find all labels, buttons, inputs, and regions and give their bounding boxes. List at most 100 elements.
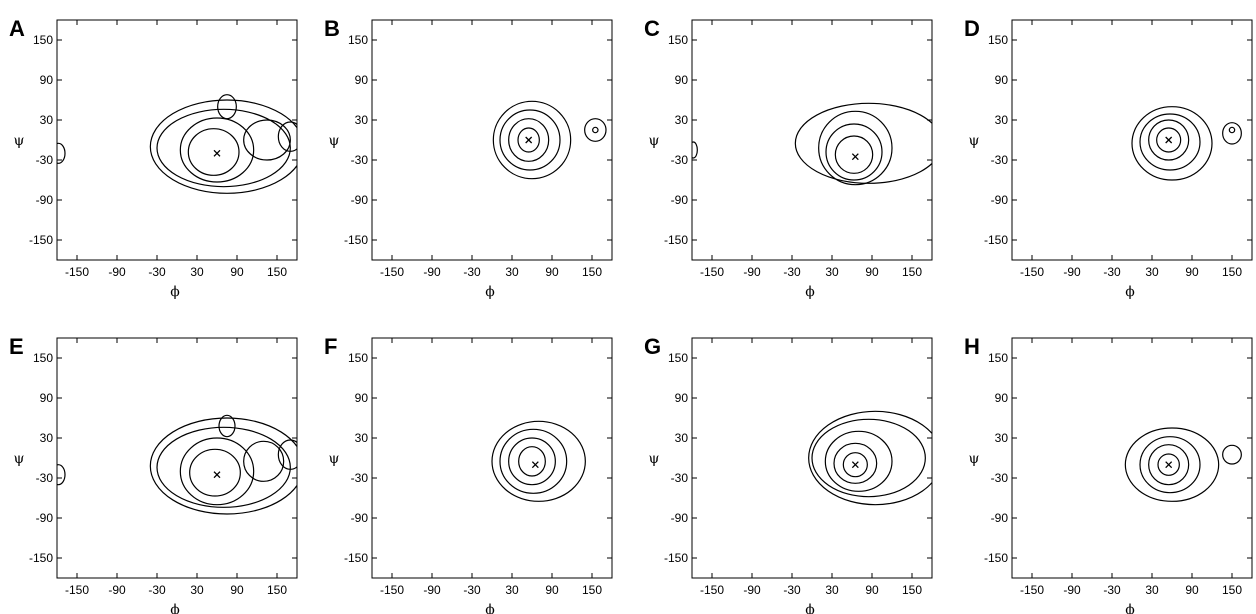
minimum-marker — [213, 471, 221, 479]
minimum-marker — [851, 461, 859, 469]
y-tick-label: 90 — [355, 391, 369, 405]
y-tick-label: 90 — [995, 391, 1009, 405]
y-tick-label: -30 — [351, 153, 369, 167]
plot-frame — [691, 337, 933, 579]
x-tick-label: 90 — [545, 583, 559, 597]
x-tick-label: 150 — [1222, 265, 1242, 279]
y-tick-label: 30 — [995, 113, 1009, 127]
y-tick-label: 90 — [355, 73, 369, 87]
panel-letter: B — [324, 16, 340, 41]
contour-line — [1156, 127, 1182, 153]
plot-frame — [691, 19, 933, 261]
x-tick-label: 30 — [190, 265, 204, 279]
x-axis-label: ϕ — [485, 284, 495, 300]
x-tick-label: -90 — [108, 583, 126, 597]
contour-line — [1131, 106, 1213, 181]
y-tick-label: 90 — [675, 73, 689, 87]
panel-d: D -150 -90 -30 30 90 150 150 90 30 -30 -90 -150 ϕ ψ — [964, 16, 1253, 300]
contour-line — [1139, 113, 1201, 171]
x-tick-label: 30 — [505, 583, 519, 597]
y-axis-label: ψ — [14, 133, 25, 149]
x-tick-label: 150 — [1222, 583, 1242, 597]
minimum-marker — [213, 149, 221, 157]
contour-group — [57, 94, 297, 194]
x-tick-label: -90 — [423, 583, 441, 597]
y-tick-label: 150 — [348, 33, 368, 47]
contour-group — [492, 100, 607, 180]
x-tick-label: 90 — [865, 583, 879, 597]
panel-letter: A — [9, 16, 25, 41]
x-axis-label: ϕ — [485, 602, 495, 614]
contour-group — [57, 414, 297, 515]
x-tick-label: 30 — [1145, 265, 1159, 279]
contour-group — [692, 102, 932, 186]
x-tick-label: -30 — [1103, 583, 1121, 597]
y-tick-label: 30 — [675, 431, 689, 445]
x-tick-label: -30 — [783, 265, 801, 279]
y-axis-label: ψ — [969, 451, 980, 467]
panel-letter: G — [644, 334, 661, 359]
x-tick-label: -30 — [463, 265, 481, 279]
contour-group — [491, 420, 586, 502]
y-tick-label: 150 — [668, 351, 688, 365]
y-tick-label: 30 — [355, 431, 369, 445]
x-tick-label: 30 — [825, 265, 839, 279]
contour-line — [189, 448, 241, 497]
x-tick-label: 150 — [582, 583, 602, 597]
contour-line — [1228, 126, 1236, 134]
y-axis-label: ψ — [329, 133, 340, 149]
y-tick-label: 30 — [995, 431, 1009, 445]
y-tick-label: -90 — [671, 193, 689, 207]
contour-line — [156, 426, 291, 508]
contour-line — [243, 119, 291, 161]
contour-line — [277, 439, 297, 470]
y-tick-label: -90 — [351, 193, 369, 207]
contour-line — [592, 126, 599, 134]
y-tick-label: 150 — [668, 33, 688, 47]
x-axis-label: ϕ — [1125, 284, 1135, 300]
x-axis-label: ϕ — [1125, 602, 1135, 614]
y-tick-label: -30 — [36, 471, 54, 485]
x-tick-label: -30 — [1103, 265, 1121, 279]
contour-line — [825, 123, 883, 181]
contour-line — [1124, 427, 1220, 502]
x-tick-label: 90 — [1185, 583, 1199, 597]
y-tick-label: -30 — [351, 471, 369, 485]
y-axis-label: ψ — [649, 451, 660, 467]
panel-e: E -150 -90 -30 30 90 150 150 90 30 -30 -90 -150 ϕ ψ — [9, 334, 298, 614]
plot-frame — [56, 19, 298, 261]
minimum-marker — [531, 461, 539, 469]
contour-line — [57, 142, 66, 164]
contour-line — [149, 99, 297, 194]
panel-f: F -150 -90 -30 30 90 150 150 90 30 -30 -90 -150 ϕ ψ — [324, 334, 613, 614]
contour-line — [508, 437, 556, 486]
panel-letter: F — [324, 334, 337, 359]
x-tick-label: 30 — [505, 265, 519, 279]
panel-letter: D — [964, 16, 980, 41]
x-tick-label: -150 — [700, 265, 724, 279]
panel-letter: E — [9, 334, 24, 359]
y-axis-label: ψ — [649, 133, 660, 149]
y-tick-label: -150 — [984, 551, 1008, 565]
contour-group — [1124, 427, 1242, 502]
x-tick-label: -150 — [380, 265, 404, 279]
x-tick-label: 30 — [825, 583, 839, 597]
y-tick-label: -90 — [671, 511, 689, 525]
contour-line — [824, 430, 893, 492]
x-tick-label: -90 — [423, 265, 441, 279]
panel-a: A -150 -90 -30 30 90 150 150 90 30 -30 -90 -150 ϕ ψ — [9, 16, 298, 300]
minimum-marker — [851, 153, 859, 161]
y-tick-label: 90 — [40, 391, 54, 405]
contour-line — [1222, 444, 1242, 465]
contour-line — [1157, 453, 1180, 476]
plot-frame — [371, 19, 613, 261]
x-tick-label: -90 — [743, 265, 761, 279]
y-tick-label: -150 — [984, 233, 1008, 247]
y-tick-label: -150 — [29, 551, 53, 565]
contour-line — [808, 410, 932, 506]
x-tick-label: -30 — [148, 583, 166, 597]
contour-line — [518, 446, 546, 477]
y-tick-label: -150 — [344, 551, 368, 565]
contour-line — [811, 418, 926, 498]
x-tick-label: -30 — [148, 265, 166, 279]
